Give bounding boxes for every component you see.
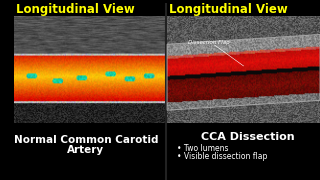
Text: • Two lumens: • Two lumens (177, 144, 228, 153)
Text: Normal Common Carotid: Normal Common Carotid (13, 135, 158, 145)
Text: Dissection Flap: Dissection Flap (188, 40, 230, 45)
Text: Longitudinal View: Longitudinal View (169, 3, 288, 16)
Text: • Visible dissection flap: • Visible dissection flap (177, 152, 267, 161)
Text: CCA Dissection: CCA Dissection (202, 132, 295, 142)
Text: Longitudinal View: Longitudinal View (16, 3, 135, 16)
Text: Artery: Artery (67, 145, 104, 155)
